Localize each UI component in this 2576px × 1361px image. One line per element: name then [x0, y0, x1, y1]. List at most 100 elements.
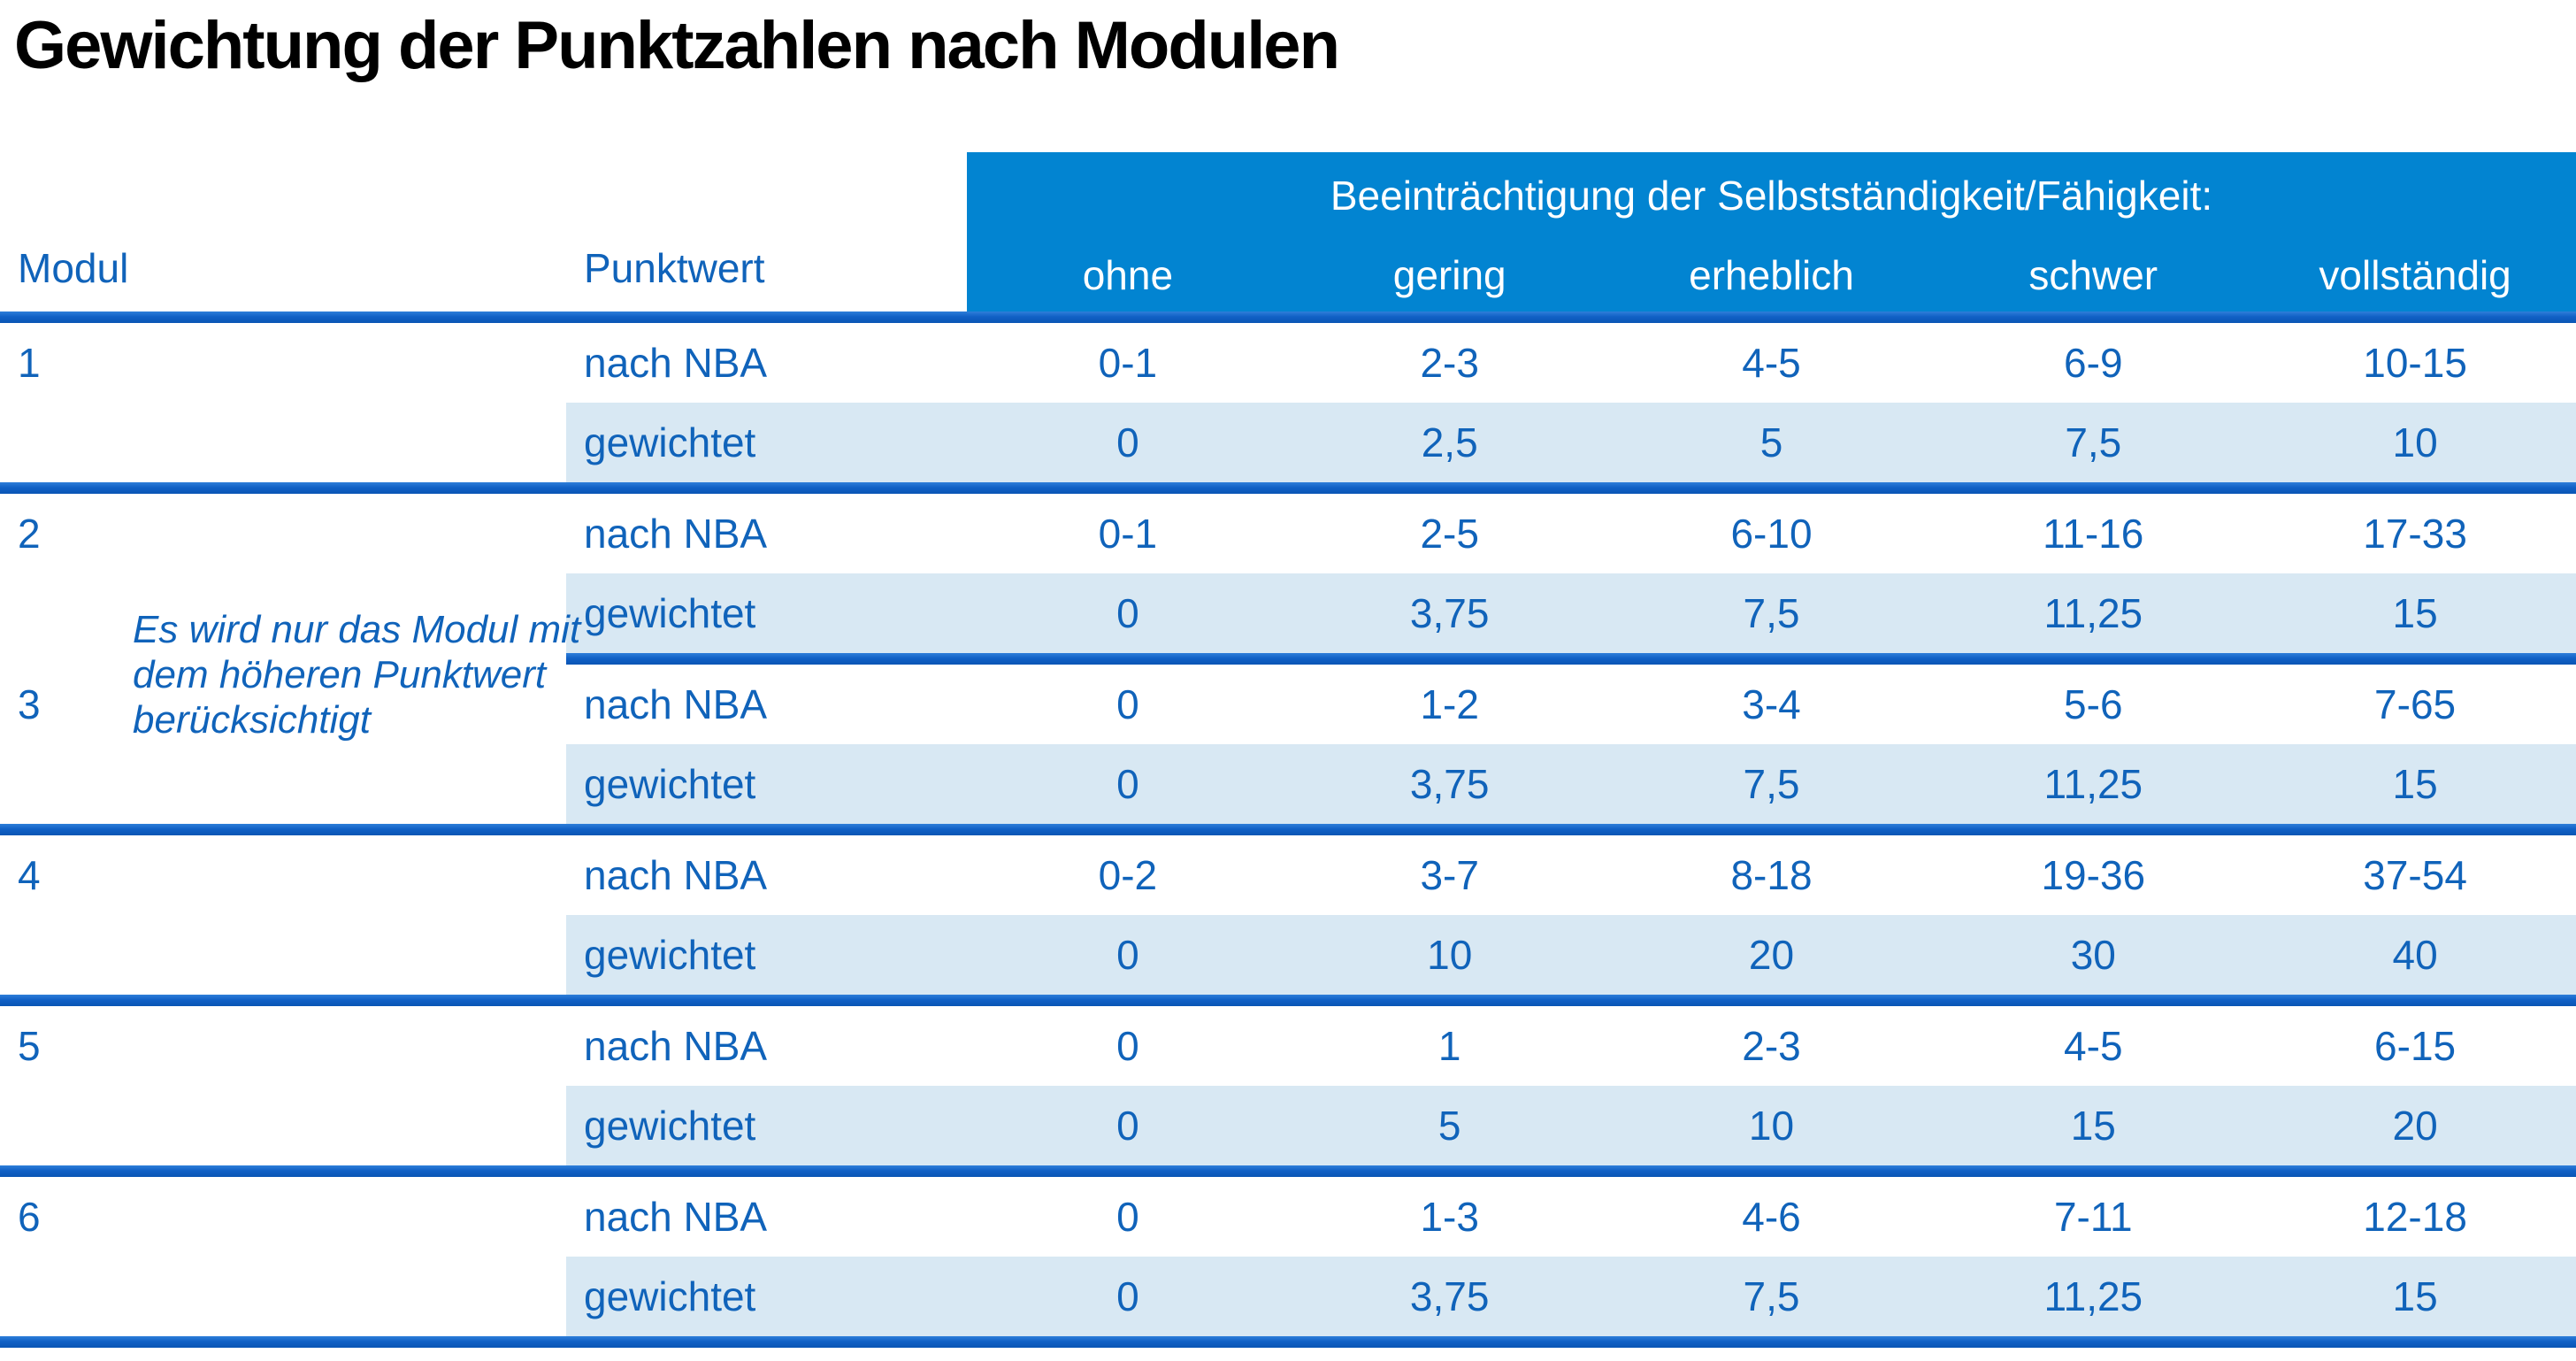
row-label-nba: nach NBA: [584, 1194, 768, 1240]
module-block: 6 nach NBA 0 1-3 4-6 7-11 12-18 gewichtet 0 3…: [0, 1177, 2576, 1348]
impairment-header-band: Beeinträchtigung der Selbstständigkeit/F…: [967, 152, 2576, 311]
row-label-nba: nach NBA: [584, 852, 768, 898]
punktwert-column-header: Punktwert: [584, 245, 765, 291]
row-label-nba: nach NBA: [584, 681, 768, 727]
value-cell-module5-weighted-vollständig: 20: [2392, 1103, 2438, 1149]
value-cell-module3-weighted-ohne: 0: [1116, 761, 1139, 807]
module-weighted-row: gewichtet 0 3,75 7,5 11,25 15: [0, 573, 2576, 653]
module-weighted-row: gewichtet 0 10 20 30 40: [0, 915, 2576, 995]
row-label-weighted: gewichtet: [584, 761, 756, 807]
severity-header-row: ohne gering erheblich schwer vollständig: [967, 251, 2576, 299]
value-cell-module1-nba-vollständig: 10-15: [2363, 340, 2467, 386]
value-cell-module5-nba-gering: 1: [1438, 1023, 1461, 1069]
module-nba-row: 1 nach NBA 0-1 2-3 4-5 6-9 10-15: [0, 323, 2576, 403]
value-cell-module4-weighted-erheblich: 20: [1748, 932, 1795, 978]
value-cell-module3-nba-vollständig: 7-65: [2374, 681, 2457, 727]
module-number: 2: [18, 511, 41, 557]
value-cell-module3-weighted-erheblich: 7,5: [1743, 761, 1800, 807]
value-cell-module4-nba-vollständig: 37-54: [2363, 852, 2467, 898]
weighting-table: Modul Punktwert Beeinträchtigung der Sel…: [0, 152, 2576, 1348]
value-cell-module5-weighted-schwer: 15: [2070, 1103, 2116, 1149]
value-cell-module4-nba-erheblich: 8-18: [1730, 852, 1813, 898]
module-block: 2 nach NBA 0-1 2-5 6-10 11-16 17-33 gewichte…: [0, 494, 2576, 665]
value-cell-module3-nba-gering: 1-2: [1420, 681, 1479, 727]
module-weighted-row: gewichtet 0 2,5 5 7,5 10: [0, 403, 2576, 482]
module-divider: [0, 1336, 2576, 1348]
row-label-weighted: gewichtet: [584, 1103, 756, 1149]
module-number: 1: [18, 340, 41, 386]
module-block: 3 nach NBA 0 1-2 3-4 5-6 7-65 gewichtet 0 3,7…: [0, 665, 2576, 835]
value-cell-module2-weighted-ohne: 0: [1116, 590, 1139, 636]
value-cell-module6-nba-erheblich: 4-6: [1742, 1194, 1801, 1240]
value-cell-module4-weighted-schwer: 30: [2070, 932, 2116, 978]
module-number: 3: [18, 681, 41, 727]
value-cell-module1-weighted-gering: 2,5: [1421, 419, 1478, 465]
row-label-weighted: gewichtet: [584, 932, 756, 978]
value-cell-module5-weighted-ohne: 0: [1116, 1103, 1139, 1149]
module-span-note: Es wird nur das Modul mit dem höheren Pu…: [133, 608, 581, 742]
value-cell-module5-nba-vollständig: 6-15: [2374, 1023, 2457, 1069]
value-cell-module3-weighted-vollständig: 15: [2392, 761, 2438, 807]
value-cell-module1-nba-schwer: 6-9: [2064, 340, 2123, 386]
value-cell-module1-nba-gering: 2-3: [1420, 340, 1479, 386]
page-title: Gewichtung der Punktzahlen nach Modulen: [14, 8, 1340, 83]
module-weighted-row: gewichtet 0 5 10 15 20: [0, 1086, 2576, 1165]
value-cell-module3-nba-ohne: 0: [1116, 681, 1139, 727]
severity-header-erheblich: erheblich: [1689, 252, 1854, 298]
value-cell-module5-nba-ohne: 0: [1116, 1023, 1139, 1069]
severity-header-schwer: schwer: [2028, 252, 2158, 298]
value-cell-module5-weighted-gering: 5: [1438, 1103, 1461, 1149]
severity-header-gering: gering: [1392, 252, 1506, 298]
value-cell-module5-nba-schwer: 4-5: [2064, 1023, 2123, 1069]
value-cell-module2-weighted-vollständig: 15: [2392, 590, 2438, 636]
value-cell-module2-nba-erheblich: 6-10: [1730, 511, 1813, 557]
value-cell-module1-weighted-vollständig: 10: [2392, 419, 2438, 465]
value-cell-module3-nba-erheblich: 3-4: [1742, 681, 1801, 727]
row-label-nba: nach NBA: [584, 511, 768, 557]
value-cell-module2-weighted-schwer: 11,25: [2043, 590, 2143, 636]
value-cell-module5-nba-erheblich: 2-3: [1742, 1023, 1801, 1069]
value-cell-module1-weighted-erheblich: 5: [1760, 419, 1783, 465]
value-cell-module2-nba-gering: 2-5: [1420, 511, 1479, 557]
module-block: 5 nach NBA 0 1 2-3 4-5 6-15 gewichtet 0 5 10 15…: [0, 1006, 2576, 1177]
value-cell-module4-weighted-ohne: 0: [1116, 932, 1139, 978]
header-rule: [0, 311, 2576, 323]
row-label-nba: nach NBA: [584, 1023, 768, 1069]
module-number: 4: [18, 852, 41, 898]
value-cell-module2-weighted-gering: 3,75: [1409, 590, 1490, 636]
value-cell-module1-weighted-ohne: 0: [1116, 419, 1139, 465]
module-block: 4 nach NBA 0-2 3-7 8-18 19-36 37-54 gewichte…: [0, 835, 2576, 1006]
module-nba-row: 3 nach NBA 0 1-2 3-4 5-6 7-65: [0, 665, 2576, 744]
row-label-nba: nach NBA: [584, 340, 768, 386]
module-divider: [0, 824, 2576, 835]
value-cell-module3-weighted-schwer: 11,25: [2043, 761, 2143, 807]
value-cell-module6-weighted-vollständig: 15: [2392, 1273, 2438, 1319]
module-weighted-row: gewichtet 0 3,75 7,5 11,25 15: [0, 1257, 2576, 1336]
value-cell-module4-nba-ohne: 0-2: [1098, 852, 1158, 898]
value-cell-module3-nba-schwer: 5-6: [2064, 681, 2123, 727]
value-cell-module6-nba-vollständig: 12-18: [2363, 1194, 2467, 1240]
value-cell-module6-weighted-schwer: 11,25: [2043, 1273, 2143, 1319]
row-label-weighted: gewichtet: [584, 1273, 756, 1319]
value-cell-module6-weighted-erheblich: 7,5: [1743, 1273, 1800, 1319]
module-weighted-row: gewichtet 0 3,75 7,5 11,25 15: [0, 744, 2576, 824]
row-label-weighted: gewichtet: [584, 590, 756, 636]
module-divider: [0, 1165, 2576, 1177]
value-cell-module2-nba-schwer: 11-16: [2043, 511, 2144, 557]
value-cell-module6-weighted-gering: 3,75: [1409, 1273, 1490, 1319]
value-cell-module6-nba-gering: 1-3: [1420, 1194, 1479, 1240]
table-header: Modul Punktwert Beeinträchtigung der Sel…: [0, 152, 2576, 311]
value-cell-module2-weighted-erheblich: 7,5: [1743, 590, 1800, 636]
module-number: 5: [18, 1023, 41, 1069]
table-header-left: Modul Punktwert: [0, 152, 967, 311]
value-cell-module2-nba-ohne: 0-1: [1098, 511, 1158, 557]
value-cell-module6-nba-schwer: 7-11: [2053, 1194, 2133, 1240]
severity-header-ohne: ohne: [1082, 252, 1174, 298]
module-number: 6: [18, 1194, 41, 1240]
module-rows-container: 1 nach NBA 0-1 2-3 4-5 6-9 10-15 gewichtet 0…: [0, 323, 2576, 1348]
value-cell-module4-weighted-gering: 10: [1427, 932, 1473, 978]
value-cell-module3-weighted-gering: 3,75: [1409, 761, 1490, 807]
value-cell-module1-nba-erheblich: 4-5: [1742, 340, 1801, 386]
value-cell-module4-nba-gering: 3-7: [1420, 852, 1479, 898]
